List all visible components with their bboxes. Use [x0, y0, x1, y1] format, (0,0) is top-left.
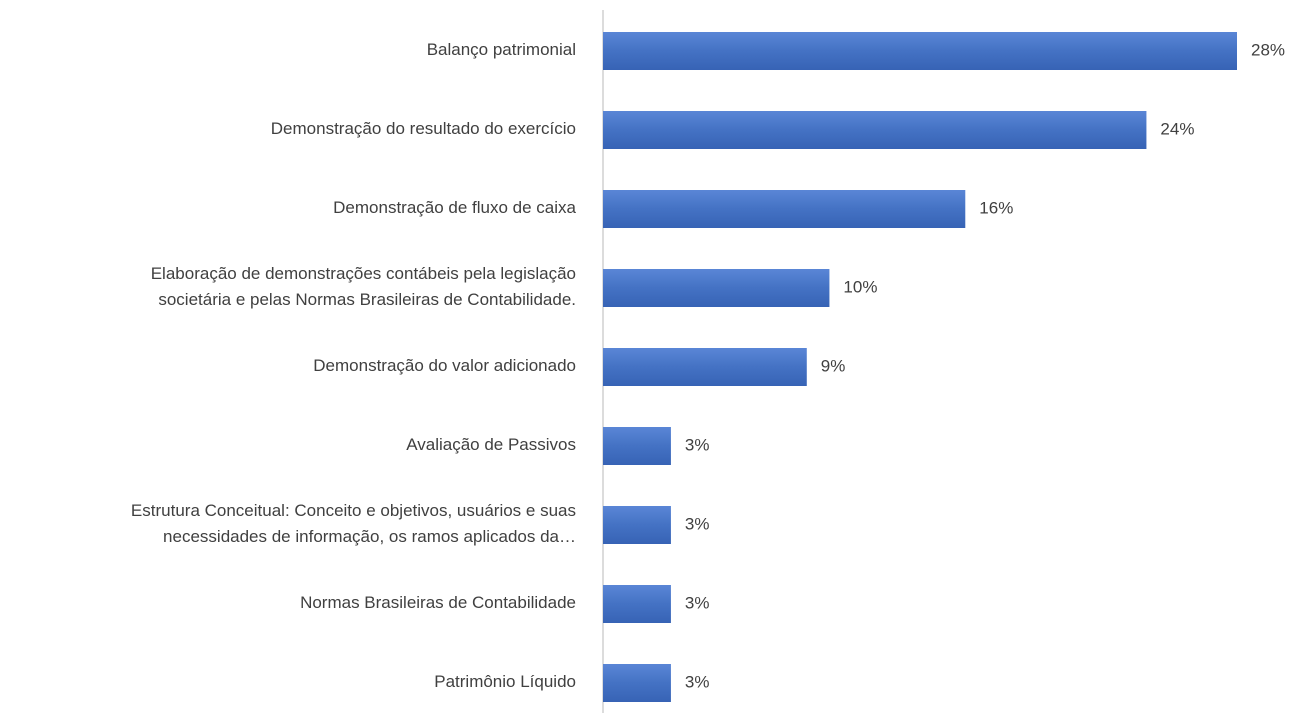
category-label: Estrutura Conceitual: Conceito e objetiv… [131, 501, 576, 546]
category-label: Normas Brasileiras de Contabilidade [300, 593, 576, 612]
bar [603, 664, 671, 702]
value-label: 24% [1160, 119, 1194, 138]
bar [603, 111, 1147, 149]
bar [603, 348, 807, 386]
value-label: 16% [979, 198, 1013, 217]
bar [603, 585, 671, 623]
category-label: Demonstração do resultado do exercício [271, 119, 576, 138]
category-label: Demonstração de fluxo de caixa [333, 198, 576, 217]
value-label: 3% [685, 593, 710, 612]
value-label: 9% [821, 356, 846, 375]
category-label: Patrimônio Líquido [434, 672, 576, 691]
value-label: 10% [843, 277, 877, 296]
value-label: 28% [1251, 40, 1285, 59]
category-label: Elaboração de demonstrações contábeis pe… [151, 264, 576, 309]
category-label: Balanço patrimonial [427, 40, 576, 59]
value-label: 3% [685, 514, 710, 533]
bar [603, 32, 1237, 70]
bar [603, 269, 830, 307]
value-label: 3% [685, 435, 710, 454]
category-label: Demonstração do valor adicionado [313, 356, 576, 375]
bar [603, 506, 671, 544]
category-label: Avaliação de Passivos [406, 435, 576, 454]
bar [603, 427, 671, 465]
value-label: 3% [685, 672, 710, 691]
bar [603, 190, 966, 228]
